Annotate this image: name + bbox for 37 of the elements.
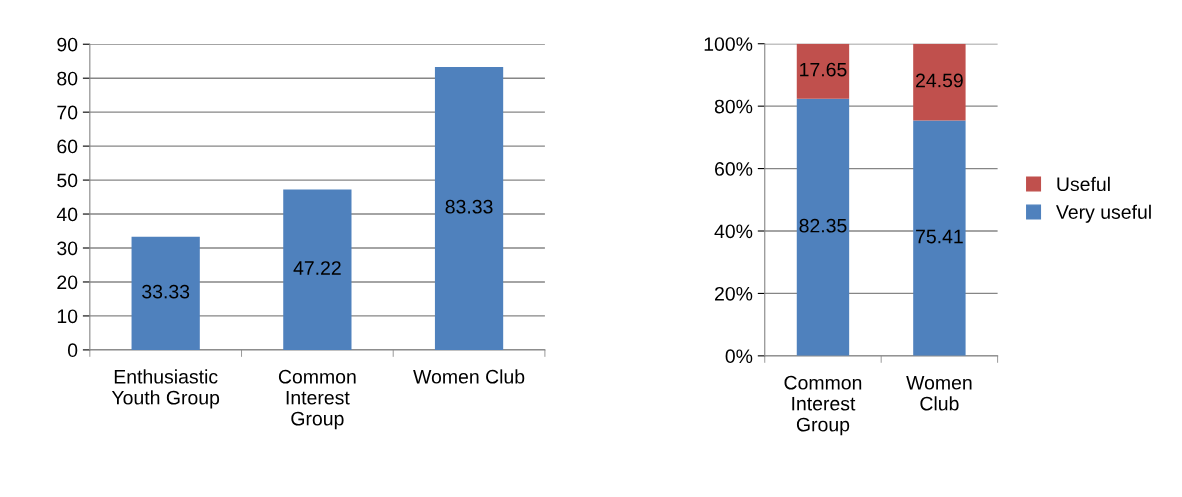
y-tick-label: 0%	[725, 349, 753, 364]
data-label: 82.35	[799, 218, 847, 233]
legend-label: Very useful	[1056, 204, 1151, 223]
y-tick-label: 80	[57, 71, 78, 86]
data-label: 33.33	[142, 284, 190, 299]
y-tick-label: 10	[57, 309, 78, 324]
legend-label: Useful	[1057, 176, 1110, 192]
x-tick-label: Common Interest Group	[278, 369, 356, 430]
y-tick-label: 30	[57, 241, 78, 256]
y-tick-label: 40%	[714, 224, 753, 239]
bar	[796, 98, 850, 356]
y-tick-label: 60	[57, 139, 78, 154]
bar	[913, 43, 966, 121]
y-tick-label: 0	[67, 343, 78, 358]
data-label: 83.33	[445, 199, 493, 214]
data-label: 24.59	[916, 73, 963, 88]
y-tick-label: 90	[57, 37, 78, 52]
y-tick-label: 20	[57, 275, 78, 290]
data-label: 17.65	[800, 62, 847, 77]
data-label: 75.41	[916, 229, 963, 244]
bar	[913, 120, 966, 356]
x-tick-label: Common Interest Group	[784, 375, 862, 436]
y-tick-label: 100%	[704, 37, 753, 51]
x-tick-label: Enthusiastic Youth Group	[111, 369, 220, 409]
x-tick-label: Women Club	[413, 369, 525, 384]
bar	[796, 43, 850, 99]
y-tick-label: 70	[57, 105, 78, 120]
x-tick-label: Women Club	[906, 376, 972, 411]
bar	[131, 236, 200, 350]
bar	[434, 66, 504, 350]
y-tick-label: 60%	[715, 162, 753, 176]
y-tick-label: 80%	[714, 99, 753, 114]
y-tick-label: 50	[57, 173, 78, 188]
data-label: 47.22	[293, 261, 341, 275]
y-tick-label: 20%	[715, 286, 753, 301]
bar	[283, 189, 352, 350]
y-tick-label: 40	[56, 207, 78, 222]
